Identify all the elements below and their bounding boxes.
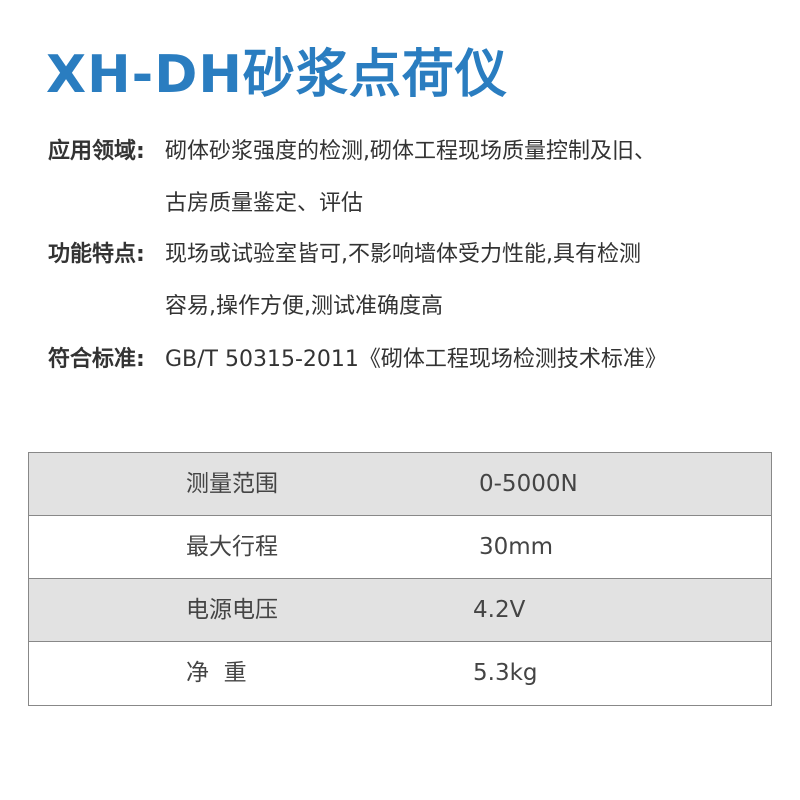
features-text-1: 现场或试验室皆可,不影响墙体受力性能,具有检测 [165, 242, 641, 267]
standard-text: GB/T 50315-2011《砌体工程现场检测技术标准》 [165, 347, 667, 372]
spec-key: 测量范围 [186, 471, 278, 497]
spec-key: 净 重 [186, 660, 247, 686]
application-text-1: 砌体砂浆强度的检测,砌体工程现场质量控制及旧、 [165, 139, 656, 164]
table-row: 电源电压 4.2V [29, 579, 771, 642]
spec-key: 电源电压 [186, 597, 278, 623]
table-row: 最大行程 30mm [29, 516, 771, 579]
standard-label: 符合标准: [48, 347, 145, 372]
features-label: 功能特点: [48, 242, 145, 267]
application-field: 应用领域: 砌体砂浆强度的检测,砌体工程现场质量控制及旧、 [48, 137, 656, 167]
spec-table: 测量范围 0-5000N 最大行程 30mm 电源电压 4.2V 净 重 5.3… [28, 452, 772, 706]
spec-value: 4.2V [473, 597, 526, 623]
page-title: XH-DH砂浆点荷仪 [46, 45, 508, 105]
features-text-2: 容易,操作方便,测试准确度高 [165, 294, 443, 319]
standard: 符合标准: GB/T 50315-2011《砌体工程现场检测技术标准》 [48, 345, 667, 375]
spec-value: 0-5000N [479, 471, 578, 497]
spec-value: 5.3kg [473, 660, 538, 686]
application-text-2: 古房质量鉴定、评估 [165, 191, 364, 216]
table-row: 净 重 5.3kg [29, 642, 771, 705]
table-row: 测量范围 0-5000N [29, 453, 771, 516]
spec-key: 最大行程 [186, 534, 278, 560]
features: 功能特点: 现场或试验室皆可,不影响墙体受力性能,具有检测 [48, 240, 641, 270]
spec-value: 30mm [479, 534, 554, 560]
application-label: 应用领域: [48, 139, 145, 164]
